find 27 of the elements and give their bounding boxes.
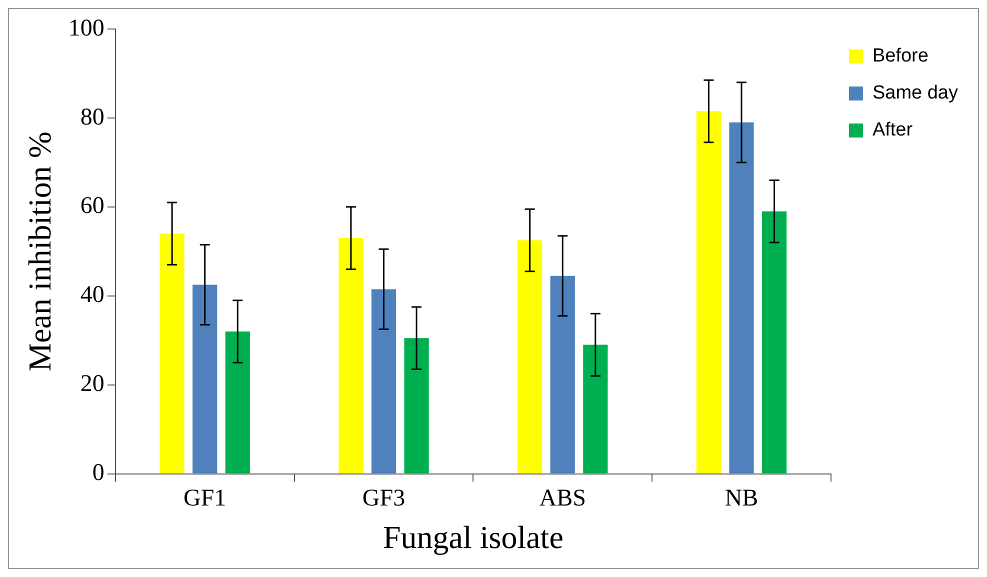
bar bbox=[696, 111, 722, 474]
x-tick-label: GF1 bbox=[184, 485, 226, 512]
x-axis-title: Fungal isolate bbox=[382, 519, 564, 556]
bar bbox=[371, 289, 396, 474]
legend-label: Same day bbox=[872, 82, 958, 104]
x-tick-label: GF3 bbox=[362, 485, 406, 512]
y-tick-label: 100 bbox=[68, 15, 104, 42]
bar bbox=[729, 122, 754, 474]
bar bbox=[762, 211, 787, 474]
bar bbox=[583, 344, 608, 474]
y-tick-label: 0 bbox=[92, 460, 104, 486]
y-tick-label: 40 bbox=[80, 282, 104, 308]
bar bbox=[550, 276, 575, 474]
bar bbox=[160, 234, 184, 474]
bar bbox=[404, 338, 429, 474]
bar bbox=[338, 238, 364, 474]
legend-label: Before bbox=[872, 46, 928, 67]
bar bbox=[192, 284, 218, 474]
y-axis-title: Mean inhibition % bbox=[22, 131, 58, 372]
y-tick-label: 20 bbox=[80, 371, 104, 398]
x-tick-label: NB bbox=[724, 485, 758, 512]
bar bbox=[518, 240, 542, 474]
x-tick-label: ABS bbox=[539, 485, 586, 512]
legend-label: After bbox=[872, 120, 914, 141]
y-tick-label: 80 bbox=[80, 104, 104, 130]
y-tick-label: 60 bbox=[80, 193, 104, 220]
bar bbox=[225, 331, 250, 474]
